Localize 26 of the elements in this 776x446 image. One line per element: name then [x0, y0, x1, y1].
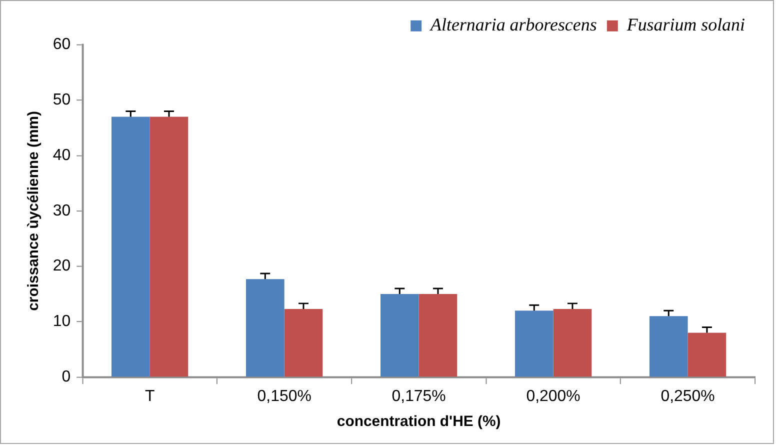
legend-label: Alternaria arborescens	[430, 14, 597, 35]
y-tick-label: 20	[52, 258, 71, 275]
y-axis-title: croissance ùycélienne (mm)	[25, 110, 42, 311]
bar	[380, 294, 419, 377]
x-tick-label: 0,250%	[660, 388, 715, 405]
bar	[514, 310, 554, 377]
bar	[246, 279, 284, 377]
bar	[553, 308, 592, 377]
legend-label: Fusarium solani	[626, 14, 745, 35]
bar	[418, 294, 458, 377]
y-tick-label: 0	[62, 368, 71, 386]
x-tick-label: T	[144, 388, 155, 405]
bar	[112, 116, 150, 377]
bar	[688, 332, 726, 377]
y-tick-label: 50	[52, 92, 71, 109]
x-axis-title: concentration d'HE (%)	[336, 413, 501, 430]
bar	[649, 316, 688, 377]
bar	[284, 308, 323, 377]
bar	[150, 116, 188, 377]
y-tick-label: 30	[52, 202, 71, 220]
y-tick-label: 40	[52, 146, 71, 164]
x-tick-label: 0,200%	[526, 388, 580, 405]
y-tick-label: 60	[52, 36, 71, 54]
y-tick-label: 10	[52, 313, 71, 330]
x-tick-label: 0,150%	[257, 388, 312, 405]
x-tick-label: 0,175%	[392, 388, 446, 405]
